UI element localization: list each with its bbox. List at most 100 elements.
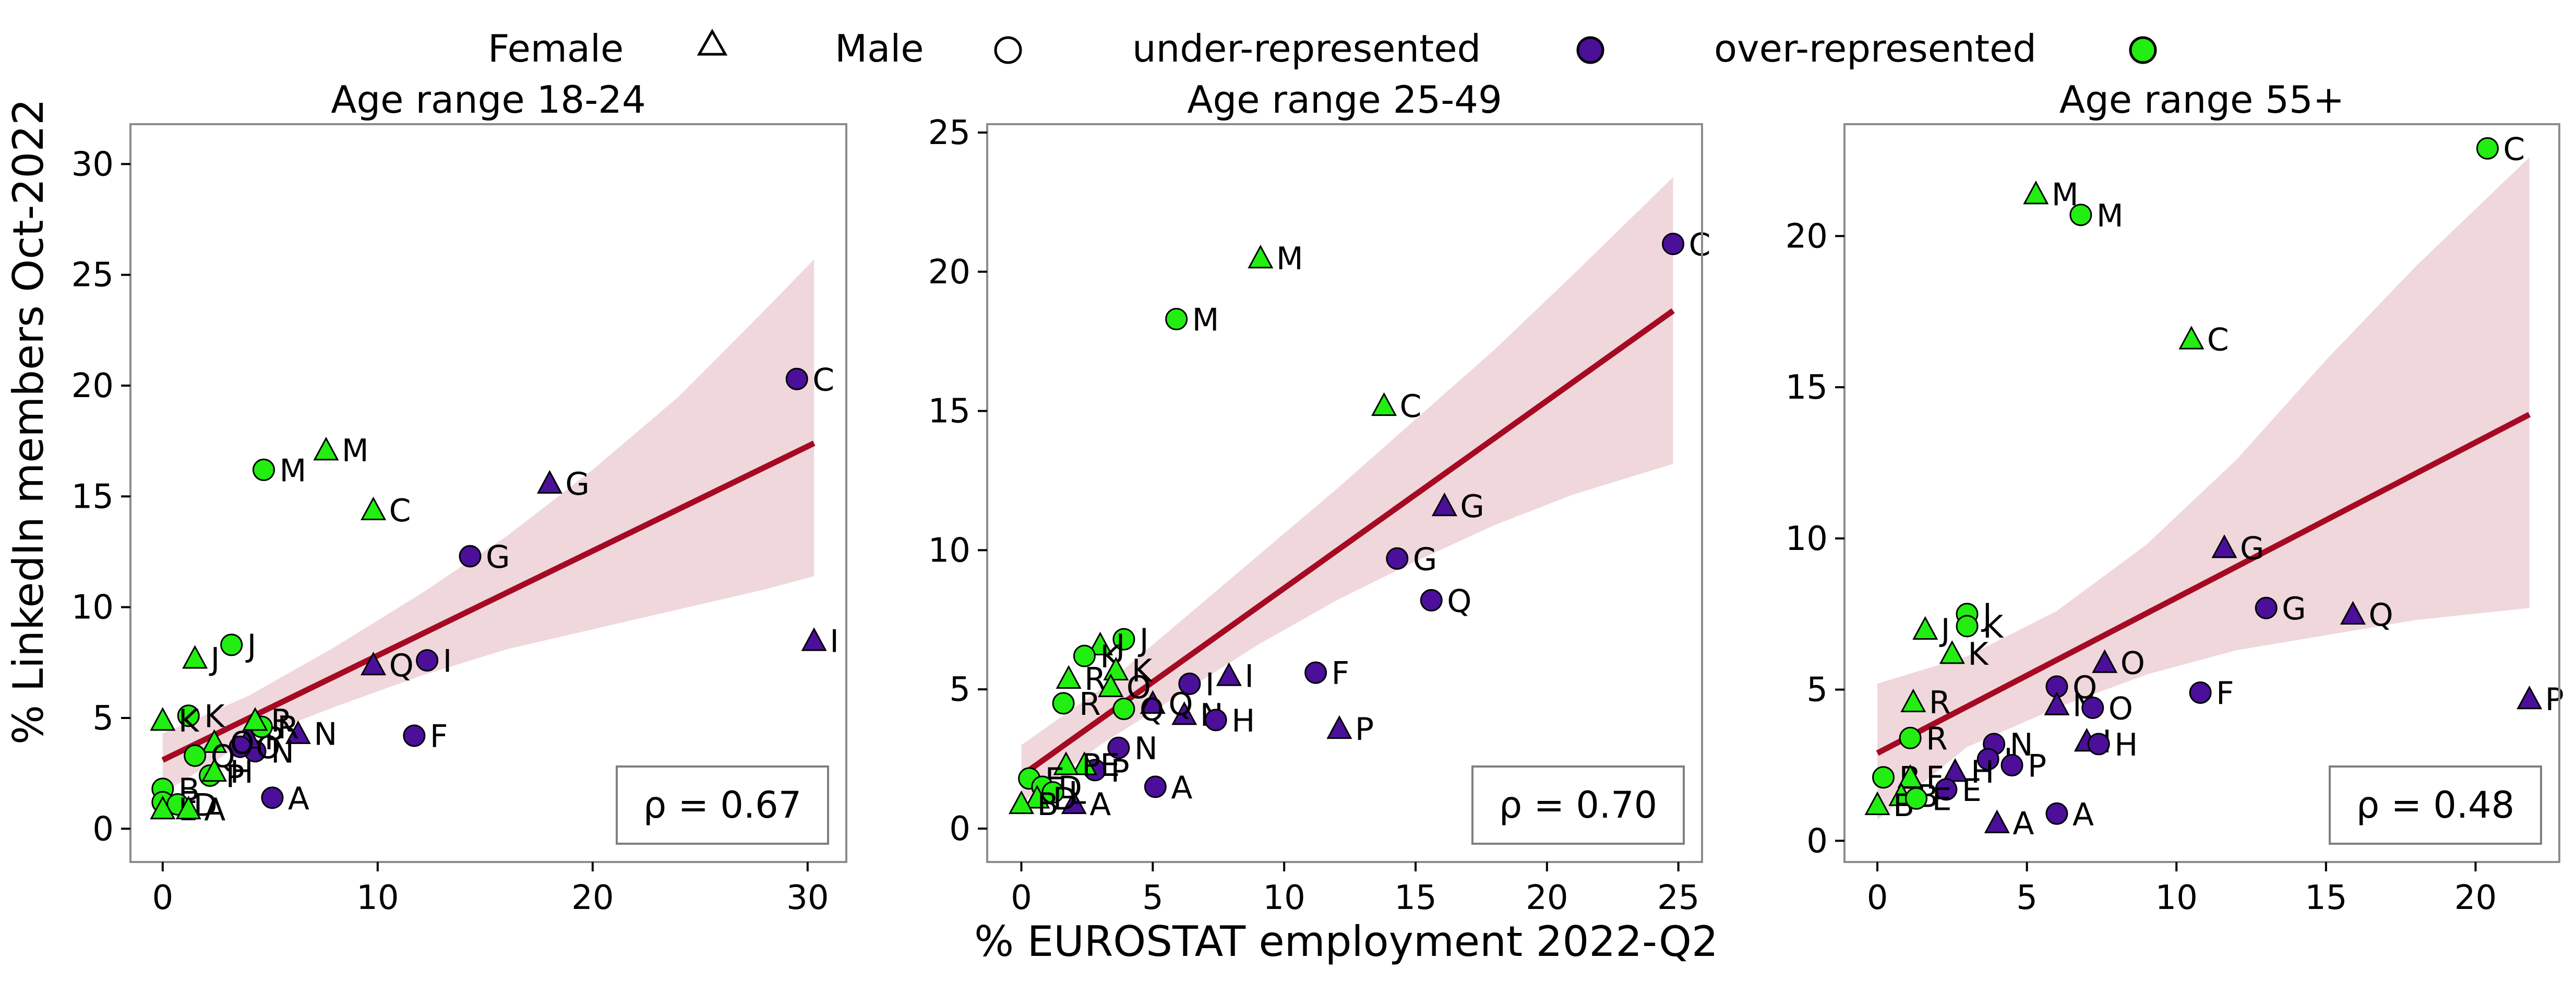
data-point-male bbox=[1872, 766, 1895, 789]
panel-title: Age range 25-49 bbox=[1187, 78, 1502, 122]
data-point-male bbox=[2069, 203, 2092, 226]
data-point-label: C bbox=[389, 493, 411, 529]
legend-label-male: Male bbox=[835, 27, 924, 70]
data-point-female bbox=[2211, 534, 2237, 558]
x-tick-label: 10 bbox=[1263, 879, 1305, 917]
data-point-label: K bbox=[1968, 636, 1989, 673]
y-tick-label: 0 bbox=[949, 810, 971, 848]
y-tick-label: 5 bbox=[949, 670, 971, 709]
data-point-male bbox=[1420, 589, 1443, 612]
panel-title: Age range 55+ bbox=[2059, 78, 2344, 122]
y-tick-label: 10 bbox=[71, 589, 114, 627]
data-point-male bbox=[2045, 802, 2068, 825]
data-point-male bbox=[1976, 748, 1999, 771]
data-point-label: C bbox=[2503, 131, 2525, 167]
x-tick-label: 25 bbox=[1657, 879, 1699, 917]
y-tick-label: 10 bbox=[1786, 520, 1828, 558]
data-point-male bbox=[403, 724, 426, 747]
x-tick-label: 15 bbox=[1394, 879, 1436, 917]
data-point-label: A bbox=[2012, 806, 2034, 842]
data-point-label: P bbox=[225, 758, 244, 795]
data-point-male bbox=[1935, 778, 1958, 801]
data-point-female bbox=[2044, 691, 2070, 715]
data-point-female bbox=[1098, 673, 1124, 698]
data-point-female bbox=[536, 470, 562, 494]
data-point-label: E bbox=[1100, 747, 1120, 784]
data-point-label: I bbox=[443, 643, 452, 680]
data-point-label: E bbox=[1932, 781, 1952, 818]
x-tick-label: 30 bbox=[786, 879, 829, 917]
data-point-label: A bbox=[288, 781, 309, 817]
rho-annotation-box bbox=[1471, 765, 1685, 845]
regression-line bbox=[1876, 412, 2531, 756]
data-point-male bbox=[2087, 733, 2110, 756]
data-point-male bbox=[1112, 698, 1135, 721]
data-point-label: A bbox=[204, 792, 225, 828]
data-point-label: N bbox=[271, 734, 294, 771]
data-point-label: K bbox=[1132, 653, 1153, 689]
data-point-label: G bbox=[1413, 541, 1437, 578]
data-point-male bbox=[1899, 726, 1922, 749]
x-tick-label: 10 bbox=[356, 879, 399, 917]
data-point-female bbox=[361, 496, 387, 521]
data-point-female bbox=[1900, 688, 1926, 713]
y-tick-label: 15 bbox=[928, 392, 971, 431]
regression-line bbox=[1020, 308, 1675, 779]
data-point-label: H bbox=[1231, 703, 1255, 739]
data-point-male bbox=[1304, 661, 1327, 684]
data-point-female bbox=[361, 651, 387, 676]
data-point-male bbox=[785, 367, 808, 390]
data-point-female bbox=[201, 729, 227, 753]
data-point-male bbox=[1052, 692, 1075, 715]
figure-xlabel: % EUROSTAT employment 2022-Q2 bbox=[974, 917, 1718, 966]
y-tick-label: 5 bbox=[92, 699, 114, 738]
data-point-label: K bbox=[178, 703, 200, 739]
data-point-label: I bbox=[1244, 658, 1254, 694]
data-point-female bbox=[182, 645, 208, 669]
data-point-female bbox=[1008, 790, 1034, 815]
data-point-female bbox=[1912, 616, 1938, 640]
data-point-female bbox=[1053, 751, 1079, 775]
data-point-label: A bbox=[2072, 796, 2094, 833]
data-point-male bbox=[1144, 775, 1167, 798]
data-point-label: K bbox=[204, 699, 225, 735]
legend-marker-circle bbox=[994, 36, 1022, 64]
x-tick-label: 5 bbox=[2016, 879, 2038, 917]
panel-age-25-49: Age range 25-49CGGQFIINHPNAAQPMMCJJKKRRO… bbox=[928, 78, 1711, 917]
data-point-female bbox=[313, 437, 339, 461]
data-point-label: R bbox=[1079, 686, 1101, 723]
data-point-label: G bbox=[1460, 488, 1484, 525]
rho-annotation-box bbox=[2329, 765, 2542, 845]
data-point-female bbox=[2340, 601, 2366, 625]
y-tick-label: 20 bbox=[71, 367, 114, 405]
data-point-label: J bbox=[1939, 612, 1950, 649]
data-point-female bbox=[1248, 244, 1274, 269]
data-point-female bbox=[201, 758, 227, 782]
data-point-label: G bbox=[2240, 530, 2265, 567]
data-point-male bbox=[1662, 232, 1685, 255]
data-point-male bbox=[2000, 754, 2023, 777]
x-tick-label: 20 bbox=[2454, 879, 2497, 917]
data-point-male bbox=[1165, 308, 1188, 331]
data-point-label: N bbox=[1134, 730, 1158, 767]
data-point-label: Q bbox=[1447, 583, 1471, 619]
axes-frame bbox=[1843, 123, 2560, 863]
data-point-label: A bbox=[1089, 786, 1111, 823]
data-point-label: F bbox=[430, 718, 448, 755]
data-point-female bbox=[1087, 631, 1113, 656]
x-tick-label: 0 bbox=[1011, 879, 1032, 917]
data-point-label: P bbox=[1082, 747, 1100, 784]
confidence-band bbox=[162, 259, 814, 794]
x-tick-label: 20 bbox=[571, 879, 614, 917]
confidence-band bbox=[1021, 177, 1673, 804]
data-point-label: Q bbox=[1140, 692, 1164, 728]
data-point-male bbox=[1178, 673, 1201, 696]
data-point-male bbox=[2255, 596, 2278, 619]
legend-label-over-represented: over-represented bbox=[1714, 27, 2036, 70]
data-point-label: J bbox=[1137, 622, 1149, 658]
data-point-label: J bbox=[1114, 628, 1125, 664]
y-tick-label: 0 bbox=[92, 810, 114, 848]
data-point-female bbox=[1103, 656, 1129, 681]
